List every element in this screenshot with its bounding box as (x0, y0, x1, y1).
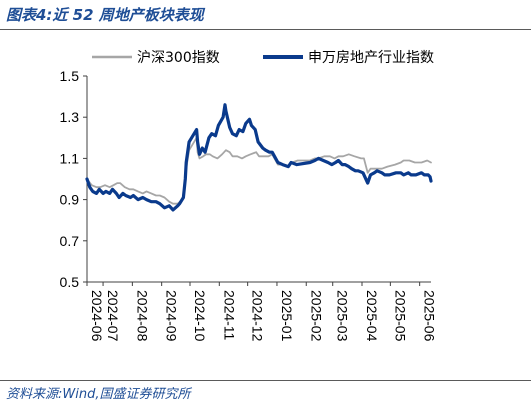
x-tick-label-0: 2024-06 (89, 290, 105, 342)
x-tick-label-8: 2025-02 (308, 290, 324, 342)
legend-label-1: 申万房地产行业指数 (308, 50, 434, 66)
series-line-0 (86, 136, 432, 205)
series-line-1 (85, 103, 433, 212)
y-tick-label-4: 1.3 (60, 109, 80, 125)
top-rule (0, 29, 531, 30)
x-tick-label-4: 2024-10 (192, 290, 208, 342)
y-tick-label-0: 0.5 (60, 274, 80, 290)
x-tick-label-12: 2025-06 (422, 290, 438, 342)
x-tick-label-11: 2025-05 (392, 290, 408, 342)
axes: 0.5 0.7 0.9 1.1 1.3 1.5 2024-06 2024-07 2024-08 2… (60, 68, 438, 342)
x-tick-label-7: 2025-01 (279, 290, 295, 342)
legend-label-0: 沪深300指数 (137, 50, 220, 66)
x-tick-label-1: 2024-07 (105, 290, 121, 342)
bottom-rule (0, 380, 531, 381)
source-note: 资料来源:Wind,国盛证券研究所 (6, 387, 191, 402)
legend: 沪深300指数 申万房地产行业指数 (92, 50, 434, 66)
series-layer (85, 103, 433, 212)
y-tick-label-1: 0.7 (60, 233, 80, 249)
x-tick-label-10: 2025-04 (364, 290, 380, 342)
figure-title: 图表4:近 52 周地产板块表现 (6, 6, 204, 24)
x-tick-label-5: 2024-11 (221, 290, 237, 341)
x-tick-label-9: 2025-03 (335, 290, 351, 342)
x-tick-label-3: 2024-09 (164, 290, 180, 342)
x-tick-label-6: 2024-12 (250, 290, 266, 342)
y-tick-label-3: 1.1 (60, 150, 80, 166)
y-tick-label-2: 0.9 (60, 192, 80, 208)
y-tick-label-5: 1.5 (60, 68, 80, 84)
x-tick-label-2: 2024-08 (134, 290, 150, 342)
line-chart: 沪深300指数 申万房地产行业指数 0.5 0.7 0.9 1.1 1.3 1.5 2024-… (60, 50, 438, 342)
